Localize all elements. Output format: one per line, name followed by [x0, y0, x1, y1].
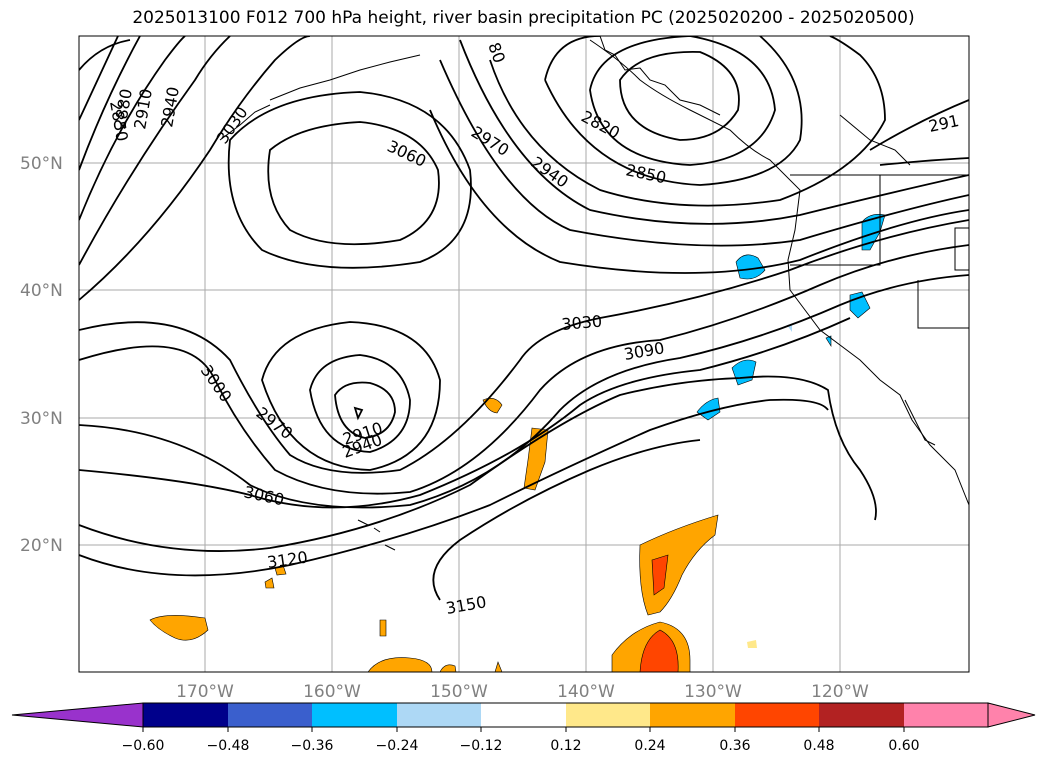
colorbar-bin: [650, 703, 735, 727]
colorbar-bin: [397, 703, 481, 727]
colorbar-bin: [228, 703, 312, 727]
colorbar-bin: [481, 703, 566, 727]
colorbar-bin: [566, 703, 650, 727]
lat-label-40n: 40°N: [20, 281, 63, 301]
contour-label: 3030: [561, 312, 603, 334]
colorbar-tick: 0.36: [719, 738, 750, 754]
colorbar-tick: −0.12: [460, 738, 503, 754]
lon-label-140w: 140°W: [557, 682, 615, 702]
colorbar-tick: 0.48: [803, 738, 834, 754]
lat-label-50n: 50°N: [20, 154, 63, 174]
coastlines: [219, 36, 969, 551]
colorbar-tick: −0.36: [291, 738, 334, 754]
map-frame: [78, 35, 970, 673]
colorbar-extend-min: [11, 702, 144, 728]
map-title: 2025013100 F012 700 hPa height, river ba…: [132, 8, 915, 28]
lon-label-170w: 170°W: [176, 682, 234, 702]
precip-positive-shading: [149, 398, 757, 672]
colorbar-tick: 0.12: [550, 738, 581, 754]
colorbar: −0.60 −0.48 −0.36 −0.24 −0.12 0.12 0.24 …: [11, 702, 1036, 754]
lon-label-150w: 150°W: [430, 682, 488, 702]
colorbar-extend-max: [904, 703, 1035, 727]
colorbar-tick: −0.48: [207, 738, 250, 754]
longitude-labels: 170°W 160°W 150°W 140°W 130°W 120°W: [176, 682, 869, 702]
colorbar-bin: [819, 703, 904, 727]
colorbar-bin: [312, 703, 397, 727]
latitude-labels: 50°N 40°N 30°N 20°N: [20, 154, 63, 556]
colorbar-tick: 0.60: [888, 738, 919, 754]
lat-label-30n: 30°N: [20, 409, 63, 429]
lat-label-20n: 20°N: [20, 536, 63, 556]
lon-label-120w: 120°W: [811, 682, 869, 702]
colorbar-tick: −0.24: [376, 738, 419, 754]
colorbar-bin: [735, 703, 819, 727]
lon-label-130w: 130°W: [684, 682, 742, 702]
lon-label-160w: 160°W: [303, 682, 361, 702]
colorbar-bin: [143, 703, 228, 727]
colorbar-tick: −0.60: [122, 738, 165, 754]
colorbar-tick: 0.24: [634, 738, 665, 754]
height-contours: [79, 36, 969, 601]
graticule: [79, 36, 969, 672]
